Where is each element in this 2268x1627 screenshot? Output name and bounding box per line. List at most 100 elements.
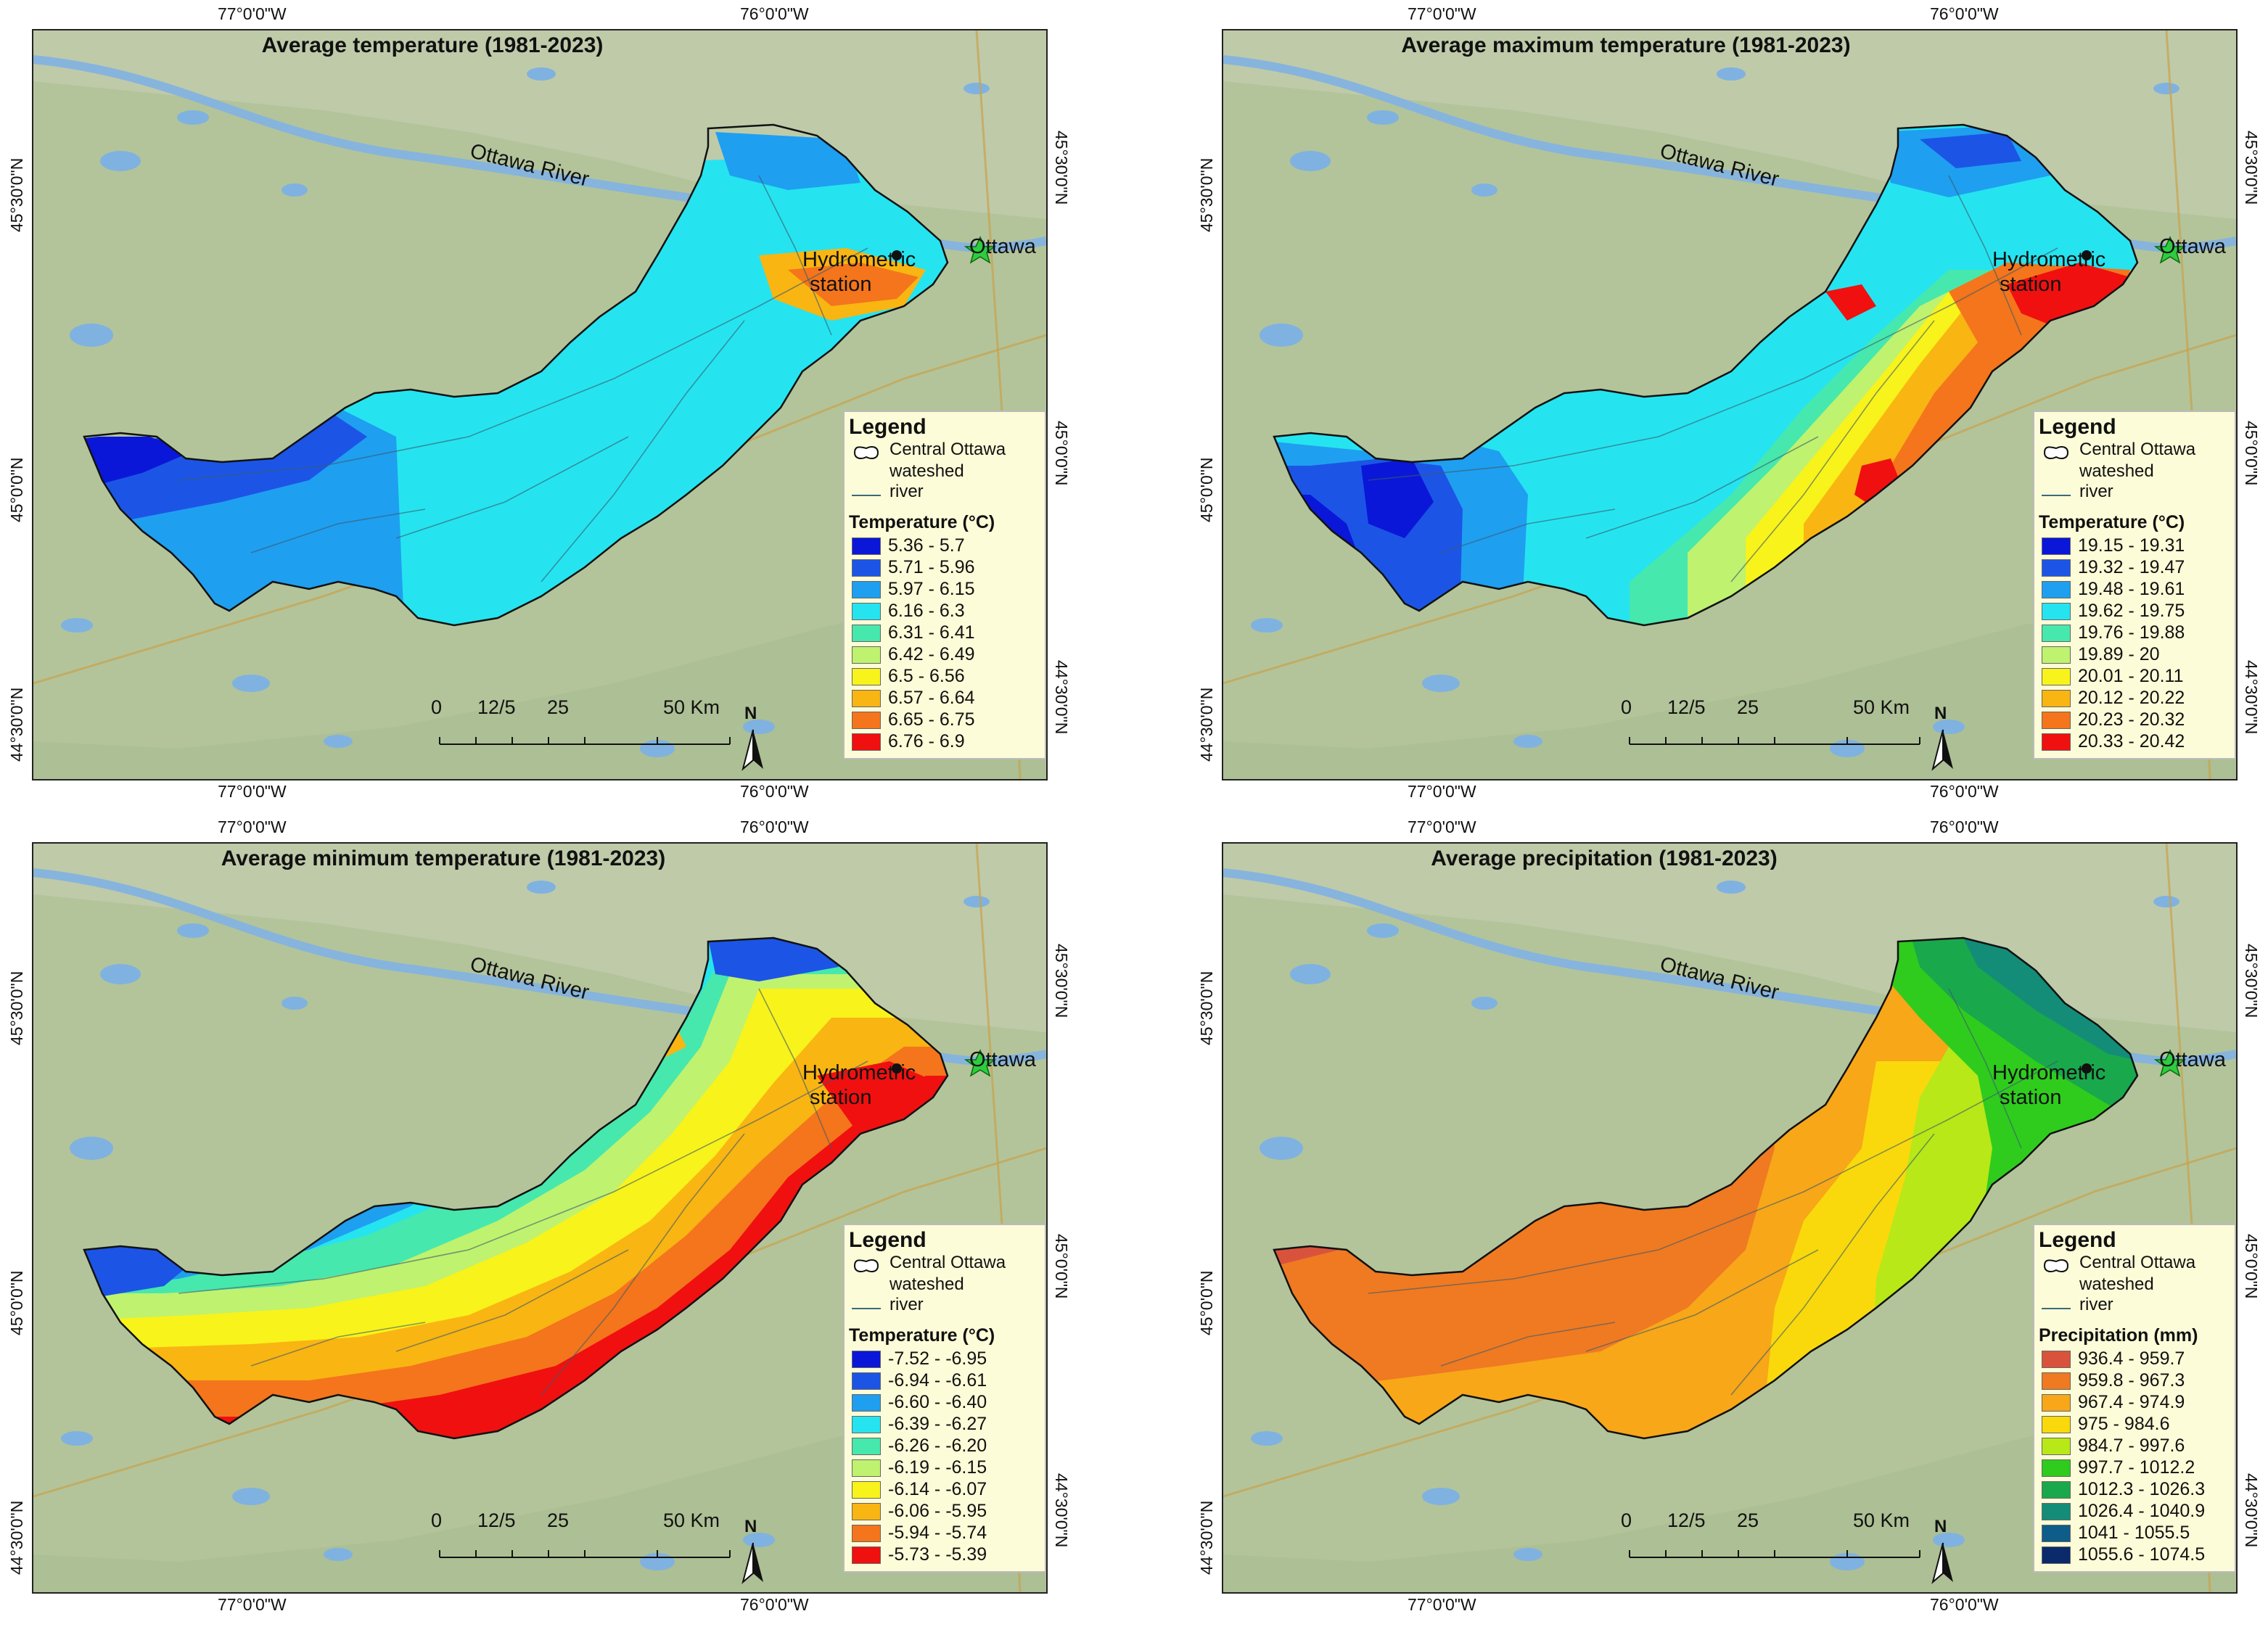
lat-label-right: 45°0'0"N bbox=[2242, 1234, 2261, 1299]
legend-swatch bbox=[852, 668, 881, 685]
legend-watershed-label-1: Central Ottawa bbox=[2079, 1253, 2196, 1272]
lake bbox=[232, 1488, 270, 1505]
legend-river-row: river bbox=[845, 482, 1045, 508]
scale-label: 0 bbox=[431, 696, 443, 718]
scale-bar bbox=[1629, 1550, 1920, 1558]
legend-class-label: 19.15 - 19.31 bbox=[2078, 535, 2185, 556]
scale-label: 50 Km bbox=[1853, 696, 1910, 718]
legend-class-row: -6.94 - -6.61 bbox=[845, 1369, 1045, 1391]
ottawa-river bbox=[33, 868, 1046, 1066]
lat-label-right: 45°30'0"N bbox=[1052, 944, 1071, 1018]
legend-swatch bbox=[852, 1459, 881, 1477]
map-frame: Average minimum temperature (1981-2023) O… bbox=[32, 842, 1048, 1594]
station-label-line2: station bbox=[2000, 1086, 2062, 1109]
river-line bbox=[1730, 320, 1935, 582]
hydrometric-station-point bbox=[892, 1063, 902, 1074]
lat-label-right: 45°0'0"N bbox=[1052, 1234, 1071, 1299]
legend-class-row: -6.60 - -6.40 bbox=[845, 1391, 1045, 1413]
lake bbox=[324, 1548, 353, 1561]
hydrometric-station-point bbox=[2082, 250, 2092, 260]
north-arrow-icon bbox=[741, 729, 763, 771]
river-line bbox=[178, 1060, 868, 1294]
lake bbox=[964, 83, 990, 94]
river-line bbox=[1440, 508, 1616, 553]
legend-class-row: 6.5 - 6.56 bbox=[845, 665, 1045, 687]
watershed-symbol-icon bbox=[853, 446, 879, 459]
legend-watershed-row: Central Ottawa wateshed bbox=[2034, 1253, 2235, 1299]
legend-watershed-label-1: Central Ottawa bbox=[889, 440, 1006, 459]
legend-swatch bbox=[852, 603, 881, 620]
legend-river-label: river bbox=[889, 482, 924, 501]
ottawa-star-icon bbox=[964, 1049, 997, 1077]
legend-class-label: 6.42 - 6.49 bbox=[888, 644, 975, 664]
lake bbox=[177, 110, 209, 125]
lake bbox=[1260, 324, 1303, 347]
legend-class-label: 19.89 - 20 bbox=[2078, 644, 2160, 664]
lat-label-right: 45°30'0"N bbox=[2242, 944, 2261, 1018]
legend-class-row: 19.48 - 19.61 bbox=[2034, 578, 2235, 600]
lake bbox=[527, 67, 556, 81]
map-title: Average minimum temperature (1981-2023) bbox=[221, 847, 666, 870]
legend-class-row: 1012.3 - 1026.3 bbox=[2034, 1478, 2235, 1500]
lake bbox=[1367, 923, 1399, 938]
lon-label-top-east: 76°0'0"W bbox=[740, 4, 809, 23]
map-legend: Legend Central Ottawa wateshed river Precipi… bbox=[2033, 1224, 2236, 1573]
legend-swatch bbox=[852, 712, 881, 729]
lon-label-bottom-west: 77°0'0"W bbox=[1408, 782, 1476, 801]
legend-class-label: -6.19 - -6.15 bbox=[888, 1457, 987, 1478]
river-line bbox=[1368, 247, 2058, 481]
basemap-lowland bbox=[33, 1395, 1046, 1592]
ottawa-river bbox=[33, 55, 1046, 253]
scale-label: 25 bbox=[547, 1509, 570, 1531]
lon-label-bottom-west: 77°0'0"W bbox=[218, 782, 287, 801]
lake bbox=[70, 324, 113, 347]
north-label: N bbox=[1934, 1517, 1947, 1536]
legend-class-label: -6.26 - -6.20 bbox=[888, 1436, 987, 1456]
legend-class-label: 984.7 - 997.6 bbox=[2078, 1436, 2185, 1456]
legend-class-row: 6.16 - 6.3 bbox=[845, 600, 1045, 622]
legend-class-label: 6.31 - 6.41 bbox=[888, 622, 975, 643]
map-panel-avg-temp: Average temperature (1981-2023) Ottawa Ri… bbox=[0, 0, 1134, 813]
legend-class-row: -6.26 - -6.20 bbox=[845, 1435, 1045, 1457]
scale-label: 50 Km bbox=[663, 696, 720, 718]
legend-class-label: 967.4 - 974.9 bbox=[2078, 1392, 2185, 1412]
legend-title: Legend bbox=[849, 415, 926, 439]
lat-label-right: 45°0'0"N bbox=[1052, 421, 1071, 486]
legend-swatch bbox=[2042, 1416, 2071, 1433]
legend-watershed-label-1: Central Ottawa bbox=[2079, 440, 2196, 459]
lat-label-right: 45°30'0"N bbox=[1052, 131, 1071, 205]
ottawa-star-icon bbox=[2153, 1049, 2187, 1077]
lat-label-left: 44°30'0"N bbox=[7, 1500, 26, 1575]
river-line bbox=[758, 175, 832, 336]
legend-class-label: 5.71 - 5.96 bbox=[888, 557, 975, 577]
river-symbol-icon bbox=[2042, 1301, 2071, 1309]
legend-class-row: 19.32 - 19.47 bbox=[2034, 556, 2235, 578]
lake bbox=[1290, 964, 1331, 984]
legend-class-label: 959.8 - 967.3 bbox=[2078, 1370, 2185, 1391]
legend-watershed-row: Central Ottawa wateshed bbox=[845, 440, 1045, 486]
river-line bbox=[1440, 1322, 1616, 1367]
lake bbox=[100, 151, 141, 171]
scale-bar bbox=[439, 737, 731, 745]
scale-label: 0 bbox=[431, 1509, 443, 1531]
legend-swatch bbox=[2042, 559, 2071, 577]
river-line bbox=[178, 247, 868, 481]
river-symbol-icon bbox=[852, 1301, 881, 1309]
ottawa-star-icon bbox=[964, 236, 997, 264]
lake bbox=[70, 1137, 113, 1160]
legend-class-label: 1012.3 - 1026.3 bbox=[2078, 1479, 2206, 1499]
river-line bbox=[395, 436, 629, 539]
legend-class-row: -6.14 - -6.07 bbox=[845, 1478, 1045, 1500]
surface-band bbox=[1361, 458, 1434, 538]
legend-class-label: 20.23 - 20.32 bbox=[2078, 709, 2185, 730]
legend-class-label: 997.7 - 1012.2 bbox=[2078, 1457, 2195, 1478]
scale-label: 12/5 bbox=[1667, 696, 1706, 718]
legend-swatch bbox=[852, 559, 881, 577]
legend-watershed-row: Central Ottawa wateshed bbox=[2034, 440, 2235, 486]
surface-band bbox=[715, 132, 860, 190]
map-legend: Legend Central Ottawa wateshed river Tempera… bbox=[843, 1224, 1046, 1573]
lat-label-right: 45°30'0"N bbox=[2242, 131, 2261, 205]
map-panel-precip: Average precipitation (1981-2023) Ottawa … bbox=[1190, 813, 2268, 1626]
lake bbox=[1933, 720, 1965, 734]
legend-swatch bbox=[2042, 1394, 2071, 1412]
